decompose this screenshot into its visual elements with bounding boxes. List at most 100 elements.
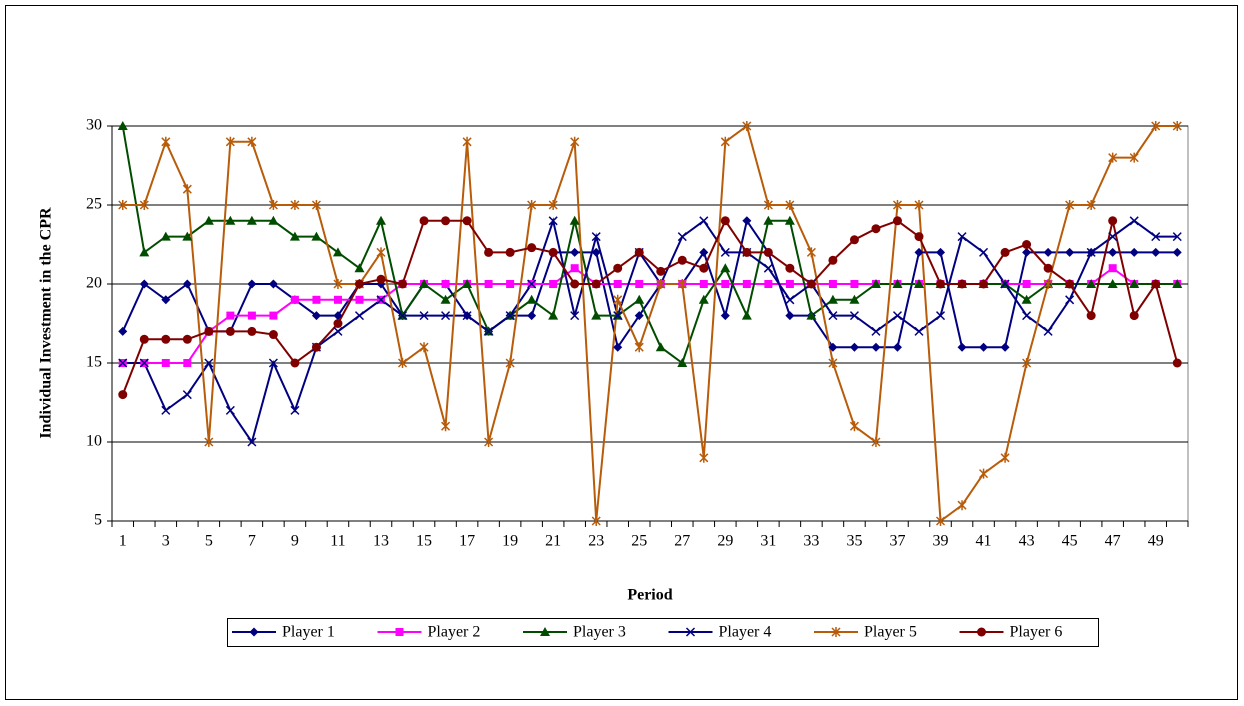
data-point — [462, 216, 472, 226]
data-point — [1129, 152, 1139, 163]
legend-marker — [395, 628, 404, 636]
y-tick-label: 5 — [94, 512, 102, 529]
data-point — [634, 311, 644, 321]
data-point — [1043, 263, 1053, 273]
data-point — [979, 247, 989, 257]
data-point — [290, 295, 299, 304]
x-tick-label: 29 — [717, 533, 733, 550]
data-point — [634, 247, 644, 257]
data-point — [1108, 232, 1118, 242]
data-point — [161, 295, 171, 305]
x-tick-label: 21 — [545, 533, 561, 550]
data-point — [1108, 152, 1118, 163]
data-point — [677, 279, 687, 289]
data-point — [591, 279, 601, 289]
data-point — [311, 200, 321, 210]
data-point — [613, 342, 623, 352]
data-point — [569, 215, 580, 225]
x-tick-label: 39 — [933, 533, 949, 550]
data-point — [290, 405, 300, 415]
data-point — [871, 326, 881, 336]
data-point — [419, 279, 430, 288]
data-point — [182, 334, 192, 344]
data-point — [441, 311, 451, 321]
data-point — [505, 311, 515, 321]
data-point — [333, 326, 343, 336]
data-point — [441, 216, 451, 226]
data-point — [183, 359, 192, 367]
data-point — [957, 279, 967, 289]
data-point — [828, 255, 838, 265]
data-point — [892, 200, 903, 210]
data-point — [527, 243, 537, 253]
data-point — [892, 279, 903, 288]
data-point — [247, 136, 257, 147]
data-point — [1172, 358, 1182, 368]
data-point — [655, 342, 666, 352]
data-point — [1108, 264, 1117, 273]
data-point — [914, 279, 924, 288]
data-point — [892, 216, 902, 226]
x-tick-label: 19 — [502, 533, 518, 550]
data-point — [591, 310, 602, 320]
x-tick-label: 41 — [976, 533, 992, 550]
data-point — [247, 326, 257, 336]
data-point — [139, 358, 149, 368]
data-point — [1151, 247, 1161, 257]
data-point — [419, 216, 429, 226]
data-point — [935, 311, 946, 321]
data-point — [914, 200, 924, 210]
data-point — [247, 311, 256, 320]
data-point — [354, 263, 365, 273]
data-point — [1086, 200, 1096, 210]
data-point — [979, 342, 989, 352]
data-point — [591, 516, 601, 526]
data-point — [398, 279, 408, 289]
data-point — [441, 280, 450, 288]
x-tick-label: 3 — [162, 533, 170, 550]
legend-marker — [685, 627, 696, 637]
legend-marker — [831, 627, 841, 637]
data-point — [741, 310, 752, 320]
data-point — [849, 294, 860, 304]
legend-label: Player 6 — [1010, 624, 1063, 641]
data-point — [870, 279, 881, 288]
data-point — [1086, 279, 1097, 288]
data-point — [785, 295, 795, 305]
data-point — [1172, 121, 1182, 131]
data-point — [1065, 279, 1075, 289]
data-point — [1108, 247, 1118, 257]
data-point — [1043, 279, 1053, 289]
x-tick-label: 9 — [291, 533, 299, 550]
data-point — [397, 311, 408, 321]
data-point — [849, 235, 859, 245]
data-point — [139, 247, 150, 257]
data-point — [1107, 279, 1118, 288]
data-point — [139, 200, 149, 210]
data-point — [720, 216, 730, 226]
data-point — [204, 437, 214, 447]
x-tick-label: 47 — [1105, 533, 1121, 550]
data-point — [591, 232, 601, 242]
legend-label: Player 5 — [864, 624, 917, 641]
data-point — [225, 136, 235, 147]
data-point — [290, 358, 300, 368]
data-point — [548, 310, 559, 320]
legend-label: Player 1 — [282, 624, 335, 641]
data-point — [720, 247, 730, 257]
x-tick-label: 15 — [416, 533, 432, 550]
data-point — [354, 279, 364, 289]
data-point — [1129, 279, 1140, 288]
data-point — [548, 200, 558, 210]
data-point — [462, 279, 473, 288]
x-tick-label: 37 — [889, 533, 905, 550]
y-axis-label: Individual Investment in the CPR — [38, 207, 55, 439]
data-point — [871, 224, 881, 234]
data-point — [161, 136, 171, 147]
data-point — [871, 342, 881, 352]
data-point — [225, 215, 236, 225]
data-point — [1000, 279, 1010, 289]
data-point — [333, 295, 342, 304]
data-point — [827, 294, 838, 304]
